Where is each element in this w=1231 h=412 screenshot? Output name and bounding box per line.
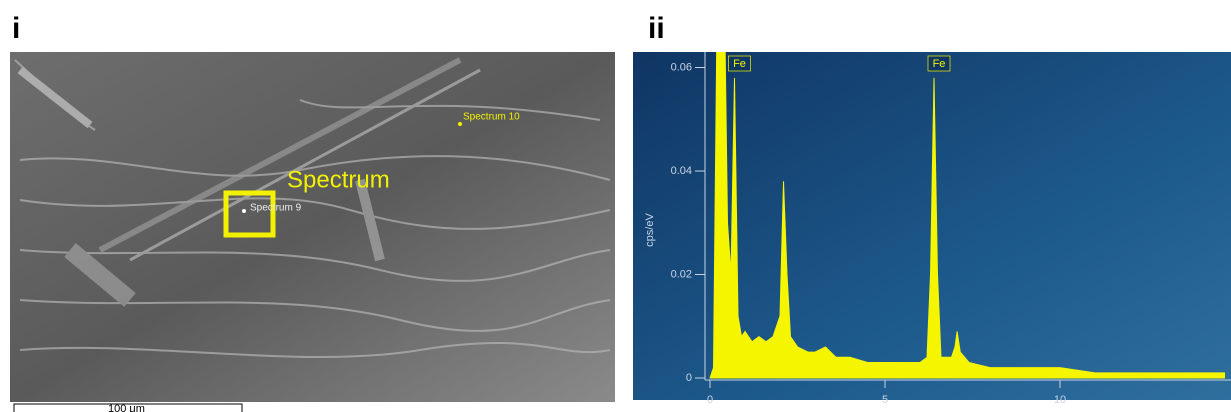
- panel-label: ii: [648, 12, 665, 45]
- peak-label: Fe: [733, 58, 746, 70]
- y-tick-label: 0.04: [671, 165, 692, 177]
- spectrum-area: [709, 52, 1225, 379]
- highlight-label: Spectrum: [287, 166, 390, 193]
- scale-bar-label: 100 μm: [108, 403, 145, 412]
- sem-image: Spectrum Spectrum 9 Spectrum 10 100 μm: [10, 52, 615, 412]
- spot-label: Spectrum 9: [250, 203, 302, 214]
- y-axis-label: cps/eV: [644, 213, 656, 247]
- plot-area: [709, 52, 1225, 379]
- spectrum-box: [223, 190, 276, 238]
- y-tick-label: 0.02: [671, 268, 692, 280]
- x-tick-label: 10: [1054, 394, 1066, 406]
- panel-label: i: [12, 12, 20, 45]
- spot-label: Spectrum 10: [463, 112, 520, 123]
- x-tick-label: 0: [707, 394, 713, 406]
- x-tick-label: 5: [882, 394, 888, 406]
- peak-label: Fe: [933, 58, 946, 70]
- peak-label-box: [728, 55, 751, 72]
- y-tick-label: 0.06: [671, 61, 692, 73]
- peak-label-box: [927, 55, 951, 72]
- y-tick-label: 0: [686, 372, 692, 384]
